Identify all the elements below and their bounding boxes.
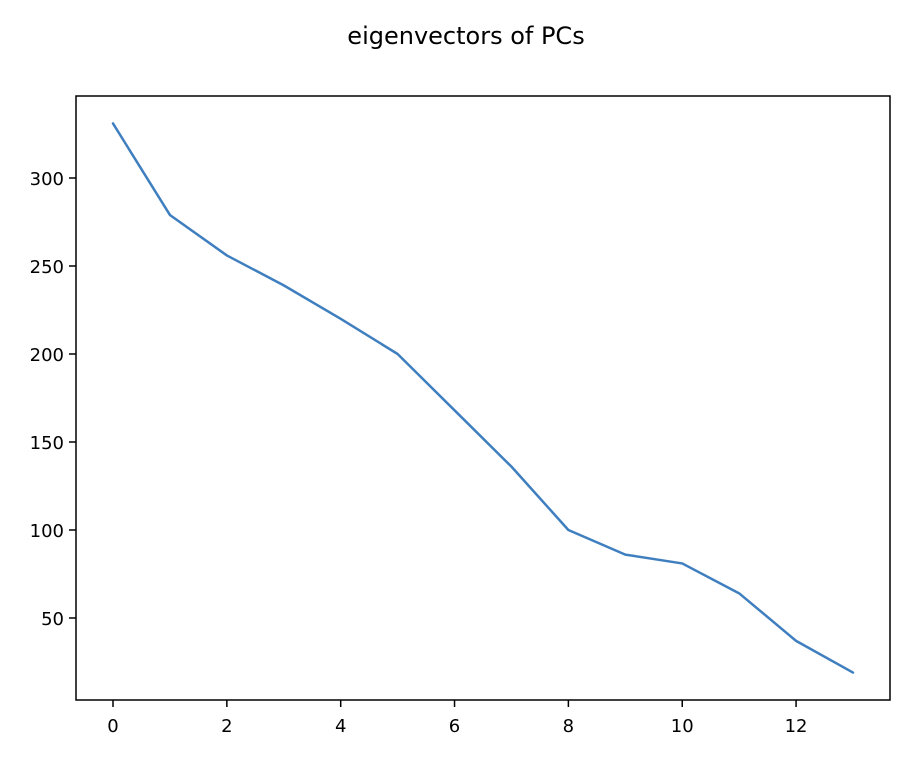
y-tick-label: 150 [30, 433, 64, 454]
x-axis: 0 2 4 6 8 10 12 [107, 700, 808, 737]
x-tick-label: 6 [449, 716, 460, 737]
y-tick-label: 300 [30, 169, 64, 190]
x-tick-label: 10 [671, 716, 694, 737]
x-tick-label: 4 [335, 716, 346, 737]
y-axis: 50 100 150 200 250 300 [30, 169, 76, 630]
x-tick-label: 2 [221, 716, 232, 737]
y-tick-label: 250 [30, 257, 64, 278]
series-line [111, 122, 855, 674]
y-tick-label: 50 [41, 609, 64, 630]
y-tick-label: 200 [30, 345, 64, 366]
x-tick-label: 12 [785, 716, 808, 737]
chart-title: eigenvectors of PCs [347, 22, 584, 50]
y-tick-label: 100 [30, 521, 64, 542]
x-tick-label: 0 [107, 716, 118, 737]
x-tick-label: 8 [563, 716, 574, 737]
plot-frame [75, 95, 891, 701]
